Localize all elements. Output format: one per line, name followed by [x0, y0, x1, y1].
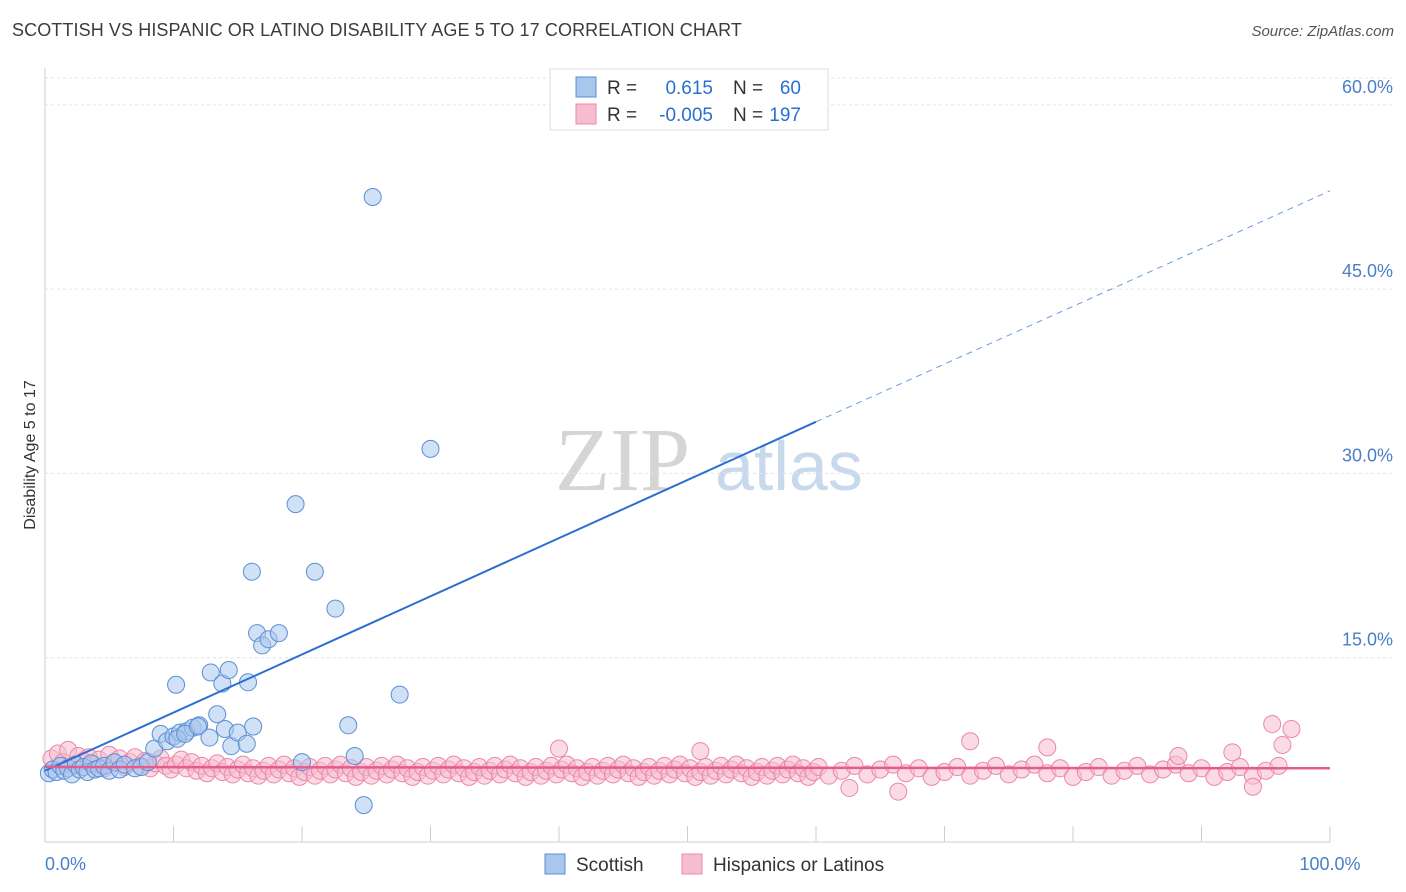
bottom-legend: Scottish Hispanics or Latinos [544, 853, 884, 876]
legend-r-label-1: R = [607, 78, 637, 99]
legend-n-value-1: 60 [780, 78, 801, 99]
scottish-point [200, 728, 219, 747]
y-tick-label-45: 45.0% [1342, 261, 1393, 281]
legend-swatch-scottish [575, 76, 597, 98]
scottish-point [326, 599, 345, 618]
legend-swatch-hispanic [575, 103, 597, 125]
x-tick-label-max: 100.0% [1299, 854, 1360, 874]
hispanic-point [1038, 738, 1057, 757]
scottish-point [363, 188, 382, 206]
legend-r-label-2: R = [607, 105, 637, 126]
scottish-point [421, 439, 440, 458]
hispanic-point [1263, 715, 1282, 734]
source-label: Source: ZipAtlas.com [1251, 23, 1394, 40]
watermark-atlas: atlas [715, 427, 863, 505]
legend-n-value-2: 197 [769, 105, 801, 126]
hispanic-point [1269, 756, 1288, 775]
hispanic-point [1223, 743, 1242, 762]
x-tick-label-min: 0.0% [45, 854, 86, 874]
hispanic-point [845, 756, 864, 775]
hispanic-trend-line [44, 765, 1331, 770]
hispanic-point [1282, 719, 1301, 738]
scottish-point [244, 717, 263, 736]
y-tick-labels: 15.0% 30.0% 45.0% 60.0% [1342, 77, 1393, 650]
scottish-point [339, 716, 358, 735]
legend-r-value-1: 0.615 [665, 78, 713, 99]
scottish-point [269, 624, 288, 643]
scottish-point [237, 734, 256, 753]
scottish-point [201, 663, 220, 682]
hispanic-point [961, 732, 980, 751]
hispanic-point [550, 739, 568, 758]
legend: R = 0.615 N = 60 R = -0.005 N = 197 [549, 68, 829, 131]
scottish-point [188, 717, 207, 736]
scottish-point [390, 685, 409, 704]
scottish-trend-line [44, 420, 817, 772]
hispanic-point [1169, 747, 1188, 765]
hispanic-point [840, 778, 859, 797]
bottom-legend-swatch-hispanic [681, 853, 703, 875]
chart-title: SCOTTISH VS HISPANIC OR LATINO DISABILIT… [12, 20, 742, 40]
y-tick-label-60: 60.0% [1342, 77, 1393, 97]
y-tick-label-15: 15.0% [1342, 630, 1393, 650]
y-tick-label-30: 30.0% [1342, 445, 1393, 465]
scottish-trend-extension [815, 190, 1331, 423]
x-ticks [173, 826, 1331, 842]
legend-r-value-2: -0.005 [659, 105, 713, 126]
hispanic-point [1243, 777, 1262, 796]
trend-lines [44, 190, 1331, 772]
bottom-legend-hispanic: Hispanics or Latinos [713, 855, 884, 876]
scottish-point [242, 562, 261, 581]
scottish-point [167, 675, 186, 694]
hispanic-point [1273, 735, 1292, 754]
y-axis-title: Disability Age 5 to 17 [22, 380, 39, 530]
hispanic-point [691, 742, 710, 761]
legend-n-label-2: N = [733, 105, 763, 126]
hispanic-point [986, 756, 1005, 775]
watermark-zip: ZIP [555, 411, 690, 510]
bottom-legend-swatch-scottish [544, 853, 566, 875]
legend-n-label-1: N = [733, 78, 763, 99]
hispanic-points [42, 715, 1301, 801]
hispanic-point [889, 782, 908, 801]
scottish-point [354, 796, 373, 815]
scottish-points [39, 188, 440, 815]
scottish-point [286, 495, 305, 514]
bottom-legend-scottish: Scottish [576, 855, 644, 876]
scottish-point [345, 747, 364, 765]
scottish-point [219, 661, 238, 679]
scottish-point [208, 705, 227, 724]
hispanic-point [1128, 756, 1147, 775]
scottish-point [305, 562, 324, 581]
